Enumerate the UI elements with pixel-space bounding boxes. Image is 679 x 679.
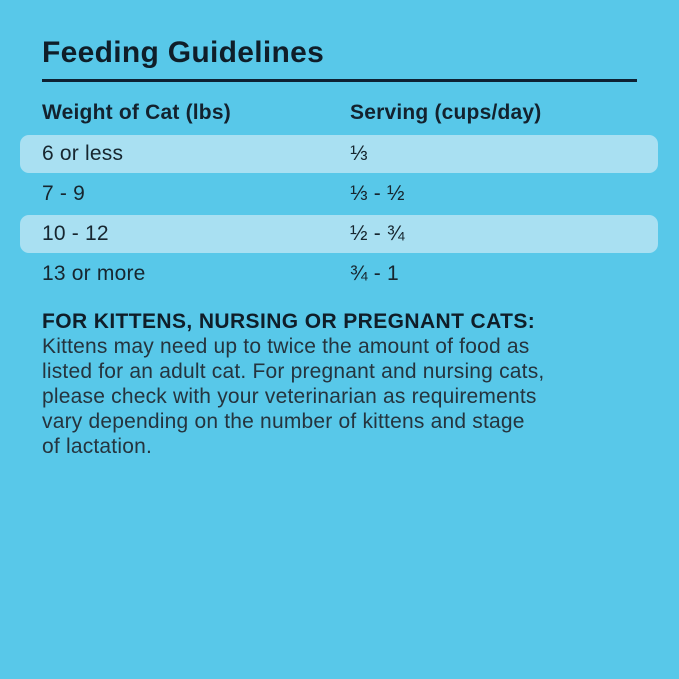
title-underline-divider: [42, 79, 637, 82]
serving-cell: ⅓: [350, 142, 368, 165]
column-header-serving: Serving (cups/day): [350, 101, 542, 124]
serving-cell: ½ - ¾: [350, 222, 405, 245]
serving-cell: ⅓ - ½: [350, 182, 405, 205]
weight-cell: 6 or less: [42, 142, 124, 165]
kittens-note: FOR KITTENS, NURSING OR PREGNANT CATS: K…: [42, 309, 627, 459]
weight-cell: 7 - 9: [42, 182, 86, 205]
kittens-note-line: of lactation.: [42, 435, 152, 458]
table-row: 13 or more ¾ - 1: [20, 255, 658, 293]
weight-cell: 10 - 12: [42, 222, 109, 245]
kittens-note-line: listed for an adult cat. For pregnant an…: [42, 360, 545, 383]
feeding-guidelines-panel: Feeding Guidelines Weight of Cat (lbs) S…: [0, 36, 679, 679]
table-row: 10 - 12 ½ - ¾: [20, 215, 658, 253]
weight-cell: 13 or more: [42, 262, 146, 285]
table-header-row: Weight of Cat (lbs) Serving (cups/day): [42, 101, 658, 125]
kittens-note-line: Kittens may need up to twice the amount …: [42, 335, 530, 358]
table-row: 6 or less ⅓: [20, 135, 658, 173]
column-header-weight: Weight of Cat (lbs): [42, 101, 231, 124]
feeding-table: 6 or less ⅓ 7 - 9 ⅓ - ½ 10 - 12 ½ - ¾ 13…: [20, 135, 658, 293]
kittens-note-line: please check with your veterinarian as r…: [42, 385, 537, 408]
kittens-note-heading: FOR KITTENS, NURSING OR PREGNANT CATS:: [42, 310, 536, 333]
table-row: 7 - 9 ⅓ - ½: [20, 175, 658, 213]
serving-cell: ¾ - 1: [350, 262, 399, 285]
page-title: Feeding Guidelines: [42, 36, 325, 69]
kittens-note-line: vary depending on the number of kittens …: [42, 410, 525, 433]
